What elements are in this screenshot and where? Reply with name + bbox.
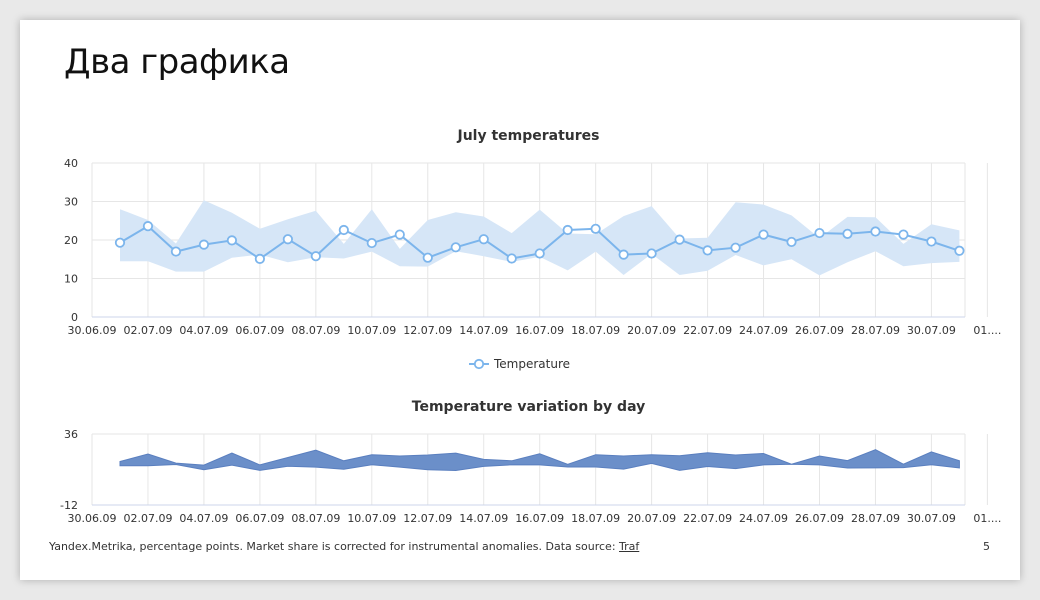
x-tick-label: 22.07.09 (683, 324, 732, 337)
temperature-point (618, 249, 629, 260)
x-tick-label: 24.07.09 (739, 324, 788, 337)
x-tick-label: 12.07.09 (403, 324, 452, 337)
x-tick-label: 28.07.09 (851, 324, 900, 337)
temperature-point (786, 236, 797, 248)
y-tick-label: 10 (64, 273, 78, 286)
y-tick-label: 30 (64, 196, 78, 209)
page-number: 5 (983, 540, 990, 553)
x-tick-label: 10.07.09 (347, 324, 396, 337)
x-tick-label: 18.07.09 (571, 324, 620, 337)
chart-title: July temperatures (456, 128, 599, 144)
source-link[interactable]: Traf (619, 540, 640, 553)
x-tick-label: 04.07.09 (179, 324, 228, 337)
temperature-point (730, 242, 741, 253)
y-tick-label: 36 (64, 428, 78, 441)
temperature-point (226, 235, 238, 246)
temperature-point (954, 245, 965, 256)
temperature-point (254, 253, 265, 264)
temperature-point (478, 234, 489, 245)
temperature-variation-chart: Temperature variation by day 30.06.09 02.0… (60, 399, 1001, 525)
x-tick-label: 20.07.09 (627, 512, 676, 525)
x-tick-label: 08.07.09 (291, 512, 340, 525)
footer-text: Yandex.Metrika, percentage points. Marke… (49, 540, 620, 553)
x-tick-label: 06.07.09 (235, 512, 284, 525)
y-tick-label: 40 (64, 157, 78, 170)
temperature-point (674, 234, 685, 245)
temperature-point (338, 224, 349, 236)
x-tick-label: 16.07.09 (515, 512, 564, 525)
y-tick-label: 20 (64, 234, 78, 247)
footer-source: Yandex.Metrika, percentage points. Marke… (49, 540, 639, 553)
x-tick-label: 24.07.09 (739, 512, 788, 525)
x-tick-label: 04.07.09 (179, 512, 228, 525)
x-tick-label: 30.06.09 (68, 512, 117, 525)
temperature-point (142, 221, 154, 232)
y-tick-label: 0 (71, 311, 78, 324)
range-band (120, 200, 960, 276)
legend-marker (473, 358, 485, 370)
x-tick-label: 30.07.09 (907, 512, 956, 525)
x-tick-label: 12.07.09 (403, 512, 452, 525)
x-tick-label: 28.07.09 (851, 512, 900, 525)
x-tick-label: 08.07.09 (291, 324, 340, 337)
x-tick-label: 30.06.09 (68, 324, 117, 337)
temperature-point (450, 242, 461, 253)
temperature-point (422, 252, 433, 263)
x-tick-label: 01.... (973, 512, 1001, 525)
temperature-point (646, 248, 657, 259)
july-temperatures-chart: July temperatures 30.06.09 02.07.09 04.07.0… (64, 128, 1001, 371)
temperature-point (590, 223, 601, 234)
temperature-point (198, 239, 210, 250)
x-tick-label: 16.07.09 (515, 324, 564, 337)
x-tick-label: 30.07.09 (907, 324, 956, 337)
x-tick-label: 02.07.09 (123, 324, 172, 337)
x-tick-label: 06.07.09 (235, 324, 284, 337)
x-tick-label: 26.07.09 (795, 324, 844, 337)
legend: Temperature (469, 357, 570, 371)
x-tick-label: 14.07.09 (459, 324, 508, 337)
temperature-point (366, 237, 377, 249)
x-tick-label: 20.07.09 (627, 324, 676, 337)
temperature-point (114, 237, 126, 248)
x-tick-label: 26.07.09 (795, 512, 844, 525)
x-tick-label: 02.07.09 (123, 512, 172, 525)
temperature-point (310, 251, 321, 262)
temperature-point (534, 248, 545, 259)
x-tick-label: 14.07.09 (459, 512, 508, 525)
charts-canvas: July temperatures 30.06.09 02.07.09 04.07.0… (60, 128, 1001, 525)
chart-title: Temperature variation by day (412, 399, 645, 415)
temperature-point (282, 234, 293, 245)
x-tick-label: 18.07.09 (571, 512, 620, 525)
temperature-point (870, 226, 881, 237)
temperature-point (898, 229, 909, 240)
temperature-point (394, 229, 405, 240)
temperature-point (926, 236, 937, 247)
legend-label: Temperature (493, 357, 570, 371)
temperature-point (758, 229, 769, 240)
temperature-point (170, 246, 182, 257)
temperature-point (562, 224, 573, 236)
x-tick-label: 10.07.09 (347, 512, 396, 525)
temperature-point (814, 227, 825, 239)
slide-title: Два графика (64, 42, 290, 82)
variation-area (119, 449, 960, 472)
x-tick-label: 22.07.09 (683, 512, 732, 525)
temperature-point (506, 253, 517, 264)
y-tick-label: -12 (60, 499, 78, 512)
slide: Два графика July temperatures 30.06.09 02.… (20, 20, 1020, 580)
x-tick-label: 01.... (973, 324, 1001, 337)
temperature-point (842, 228, 853, 239)
temperature-point (702, 245, 713, 256)
